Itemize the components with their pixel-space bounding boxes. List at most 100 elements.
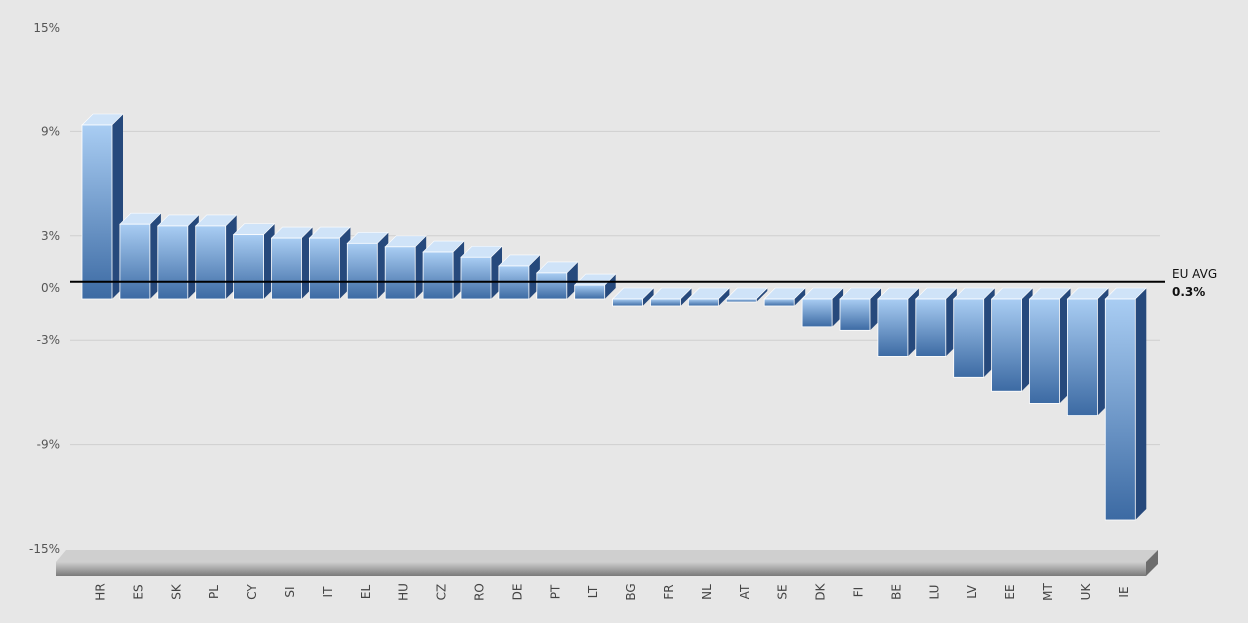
x-tick-label: DE bbox=[510, 584, 524, 601]
bar-se bbox=[763, 287, 806, 307]
bar-front-face bbox=[233, 234, 265, 300]
eu-average-label: EU AVG bbox=[1172, 267, 1217, 281]
bar-bg bbox=[611, 287, 655, 307]
bar-front-face bbox=[536, 272, 568, 300]
x-tick-label: UK bbox=[1079, 583, 1093, 601]
bar-pt bbox=[536, 261, 579, 300]
bar-hu bbox=[384, 235, 427, 300]
x-tick-label: IE bbox=[1117, 586, 1131, 597]
bar-side-face bbox=[1135, 288, 1147, 520]
bar-side-face bbox=[794, 288, 806, 306]
x-tick-label: MT bbox=[1041, 582, 1055, 600]
x-tick-label: SK bbox=[169, 583, 183, 600]
bar-nl bbox=[687, 287, 731, 307]
y-tick-label: -9% bbox=[37, 438, 60, 452]
bar-front-face bbox=[195, 225, 227, 300]
x-tick-label: EE bbox=[1003, 584, 1017, 599]
bar-front-face bbox=[763, 298, 795, 307]
chart-floor bbox=[56, 550, 1158, 576]
bar-es bbox=[119, 212, 162, 300]
x-tick-label: LV bbox=[965, 584, 979, 598]
x-tick-label: LU bbox=[927, 585, 941, 600]
bar-front-face bbox=[384, 246, 416, 300]
bar-front-face bbox=[422, 251, 454, 300]
bar-hr bbox=[81, 113, 124, 300]
x-tick-label: FI bbox=[852, 587, 866, 597]
bar-front-face bbox=[346, 242, 378, 300]
x-tick-label: BE bbox=[889, 584, 903, 600]
eu-average-reference: EU AVG 0.3% bbox=[70, 267, 1217, 299]
x-tick-label: LT bbox=[586, 585, 600, 598]
bar-front-face bbox=[460, 256, 492, 300]
bar-front-face bbox=[991, 298, 1022, 392]
bar-fi bbox=[839, 287, 882, 331]
x-tick-label: FR bbox=[662, 584, 676, 599]
bar-ie bbox=[1104, 287, 1148, 521]
bar-front-face bbox=[877, 298, 909, 357]
bar-front-face bbox=[839, 298, 871, 331]
bar-cz bbox=[422, 240, 465, 300]
x-tick-label: HR bbox=[94, 583, 108, 600]
bar-side-face bbox=[680, 288, 692, 306]
y-tick-label: 9% bbox=[41, 124, 60, 138]
x-tick-label: ES bbox=[131, 584, 145, 599]
bar-lv bbox=[952, 287, 996, 378]
x-tick-label: CZ bbox=[435, 584, 449, 601]
bar-front-face bbox=[1067, 298, 1098, 416]
bar-mt bbox=[1028, 287, 1072, 404]
bar-ro bbox=[460, 245, 503, 300]
bar-front-face bbox=[157, 225, 189, 300]
bar-fr bbox=[649, 287, 693, 307]
bar-front-face bbox=[915, 298, 947, 357]
y-tick-label: 0% bbox=[41, 281, 60, 295]
bar-front-face bbox=[574, 284, 606, 300]
y-tick-label: 3% bbox=[41, 229, 60, 243]
bar-front-face bbox=[725, 298, 757, 303]
bar-si bbox=[270, 226, 314, 300]
bar-de bbox=[498, 254, 541, 300]
bar-side-face bbox=[642, 288, 654, 306]
bar-front-face bbox=[612, 298, 643, 307]
floor-top-face bbox=[56, 550, 1158, 562]
x-axis-labels: HR ES SK PL CY SI IT EL HU CZ RO DE PT LT BG FR NL AT SE DK… bbox=[94, 582, 1131, 601]
bar-front-face bbox=[688, 298, 719, 307]
y-tick-label: 15% bbox=[33, 21, 60, 35]
x-tick-label: RO bbox=[473, 583, 487, 601]
bar-it bbox=[308, 226, 352, 300]
bar-lu bbox=[915, 287, 958, 357]
x-tick-label: AT bbox=[738, 584, 752, 599]
x-tick-label: SI bbox=[283, 586, 297, 597]
bar-dk bbox=[801, 287, 844, 328]
bar-be bbox=[877, 287, 920, 357]
x-tick-label: DK bbox=[814, 582, 828, 600]
bar-front-face bbox=[650, 298, 681, 307]
x-tick-label: SE bbox=[776, 584, 790, 599]
bar-front-face bbox=[801, 298, 833, 328]
bar-side-face bbox=[604, 274, 616, 299]
bar-side-face bbox=[718, 288, 730, 306]
bar-pl bbox=[194, 214, 238, 300]
bar-front-face bbox=[271, 237, 302, 300]
bar-sk bbox=[157, 214, 200, 300]
bar-uk bbox=[1066, 287, 1110, 416]
bar-at bbox=[725, 287, 769, 303]
y-tick-label: -15% bbox=[29, 542, 60, 556]
bar-front-face bbox=[119, 223, 151, 300]
x-tick-label: IT bbox=[321, 586, 335, 598]
bars bbox=[81, 113, 1148, 521]
bar-front-face bbox=[1104, 298, 1136, 521]
x-tick-label: PL bbox=[207, 585, 221, 599]
x-tick-label: HU bbox=[397, 583, 411, 601]
bar-cy bbox=[232, 223, 276, 300]
bar-el bbox=[346, 232, 390, 300]
bar-front-face bbox=[81, 124, 113, 300]
bar-front-face bbox=[308, 237, 340, 300]
floor-side-face bbox=[1146, 550, 1158, 576]
x-tick-label: CY bbox=[245, 584, 259, 600]
y-axis-ticks: 15% 9% 3% 0% -3% -9% -15% bbox=[29, 21, 60, 556]
bar-front-face bbox=[953, 298, 985, 378]
bar-front-face bbox=[1029, 298, 1060, 404]
floor-front-face bbox=[56, 562, 1146, 576]
x-tick-label: PT bbox=[548, 584, 562, 599]
